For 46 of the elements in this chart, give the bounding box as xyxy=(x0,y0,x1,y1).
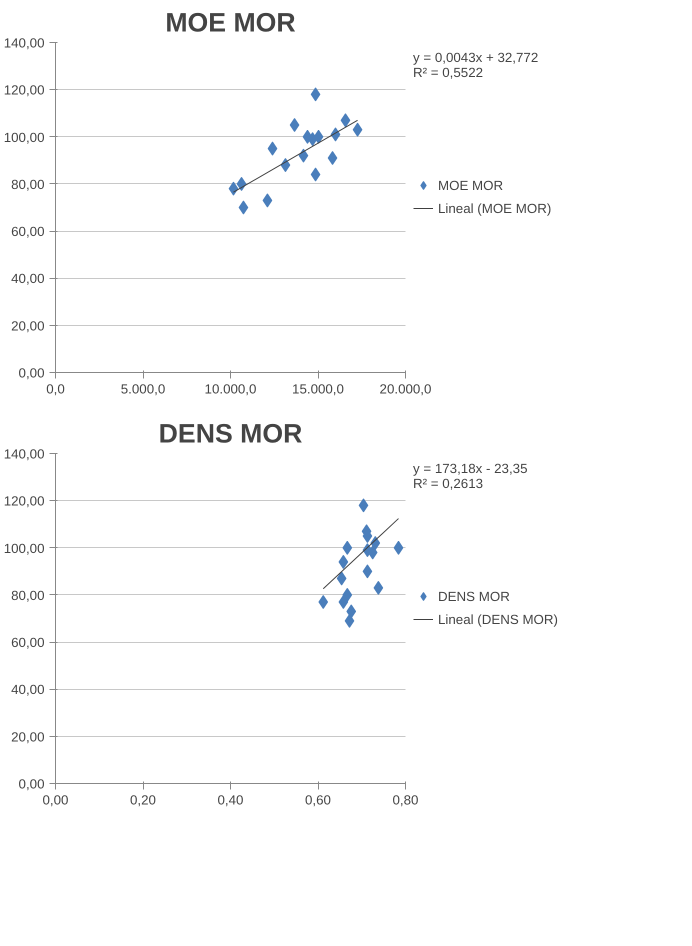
point xyxy=(310,168,320,182)
y-tick-label: 100,00 xyxy=(4,130,44,145)
text: R² = 0,2613 xyxy=(413,476,484,491)
y-tick-label: 0,00 xyxy=(18,776,45,792)
point xyxy=(328,151,338,165)
point xyxy=(318,595,328,609)
x-tick-label: 0,60 xyxy=(305,792,331,808)
y-tick-label: 100,00 xyxy=(4,540,44,556)
y-tick-label: 140,00 xyxy=(4,36,44,50)
x-tick-label: 10.000,0 xyxy=(204,382,256,396)
x-tick-label: 0,40 xyxy=(218,792,244,808)
point xyxy=(368,546,378,560)
text: y = 173,18x - 23,35 xyxy=(413,461,528,476)
x-tick-label: 0,20 xyxy=(130,792,156,808)
point xyxy=(238,200,248,214)
legend-label: Lineal (DENS MOR) xyxy=(438,612,558,626)
y-tick-label: 20,00 xyxy=(11,729,45,744)
chart-title: MOE MOR xyxy=(165,8,296,38)
y-tick-label: 140,00 xyxy=(4,446,44,462)
point xyxy=(338,595,348,609)
x-tick-label: 0,0 xyxy=(46,382,65,396)
legend-label: DENS MOR xyxy=(438,588,510,604)
point xyxy=(290,118,300,132)
text: y = 0,0043x + 32,772 xyxy=(413,50,538,65)
y-tick-label: 120,00 xyxy=(4,82,44,98)
y-tick-label: 120,00 xyxy=(4,494,44,509)
y-tick-label: 0,00 xyxy=(18,366,45,380)
point xyxy=(346,604,356,618)
point xyxy=(342,540,352,555)
chart-title: DENS MOR xyxy=(158,418,302,448)
y-tick-label: 60,00 xyxy=(11,635,45,650)
y-tick-label: 60,00 xyxy=(11,224,45,240)
text: R² = 0,5522 xyxy=(413,65,484,80)
y-tick-label: 20,00 xyxy=(11,318,45,334)
legend-label: Lineal (MOE MOR) xyxy=(438,200,552,216)
y-tick-label: 80,00 xyxy=(11,176,45,192)
y-tick-label: 40,00 xyxy=(11,271,45,286)
x-tick-label: 0,00 xyxy=(42,792,68,808)
legend-label: MOE MOR xyxy=(438,178,504,192)
point xyxy=(342,588,352,602)
x-tick-label: 20.000,0 xyxy=(380,382,432,396)
y-tick-label: 80,00 xyxy=(11,588,45,603)
x-tick-label: 5.000,0 xyxy=(120,382,166,396)
x-tick-label: 15.000,0 xyxy=(292,382,344,396)
x-tick-label: 0,80 xyxy=(392,792,418,808)
y-tick-label: 40,00 xyxy=(11,682,45,698)
